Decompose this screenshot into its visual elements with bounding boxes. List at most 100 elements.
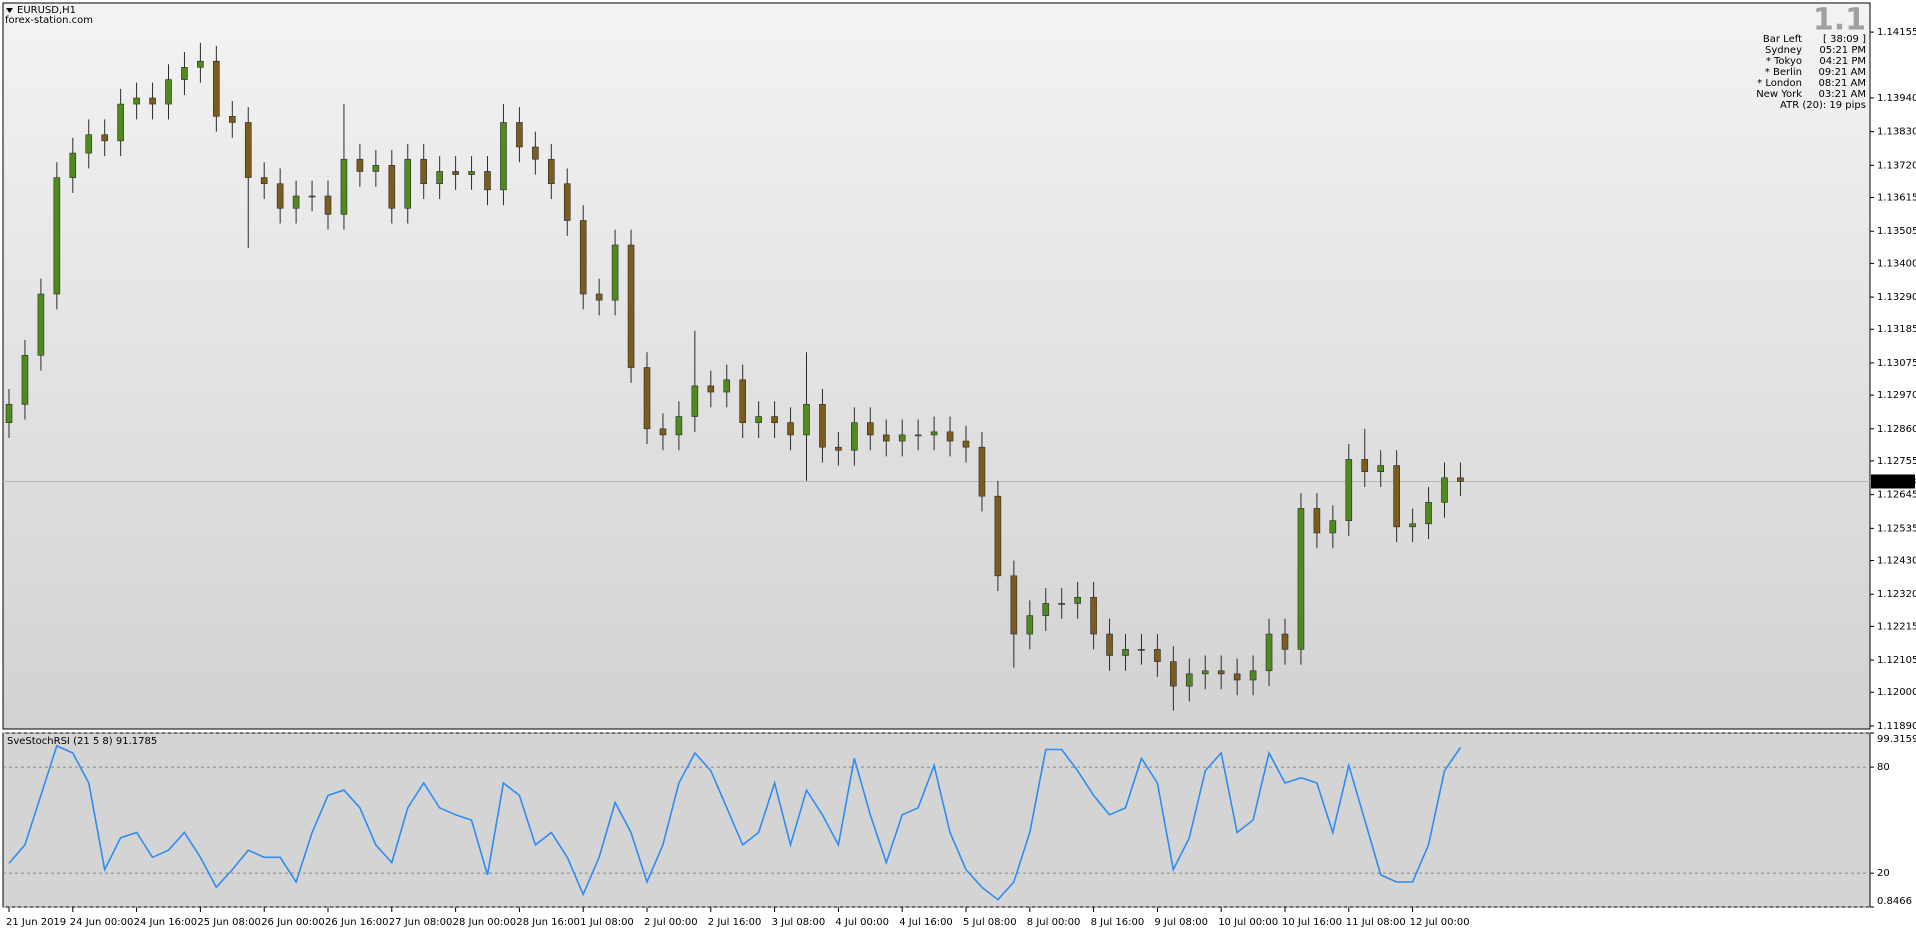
- info-label: Sydney: [1765, 45, 1802, 56]
- indicator-title: SveStochRSI (21 5 8) 91.1785: [7, 736, 157, 747]
- candle-body: [1138, 649, 1145, 651]
- x-tick-label: 3 Jul 08:00: [772, 917, 826, 928]
- candle-body: [436, 171, 443, 185]
- candle-body: [197, 60, 204, 68]
- candle-body: [723, 379, 731, 393]
- candle-body: [85, 134, 93, 154]
- menu-arrow[interactable]: [6, 8, 13, 13]
- candle-body: [532, 146, 539, 160]
- candle-body: [21, 354, 29, 405]
- candle-body: [1074, 596, 1081, 604]
- candle-body: [1361, 459, 1369, 472]
- candle-body: [260, 177, 268, 185]
- candle-body: [946, 431, 954, 442]
- candle-body: [1393, 465, 1400, 528]
- candle-body: [356, 158, 364, 172]
- info-value: 03:21 AM: [1819, 89, 1866, 100]
- y-tick-label: 1.13720: [1877, 160, 1916, 171]
- candle-body: [819, 403, 826, 448]
- candle-body: [1233, 673, 1241, 681]
- x-tick-label: 4 Jul 00:00: [835, 917, 889, 928]
- candle-body: [468, 171, 475, 175]
- candle-body: [611, 244, 619, 301]
- candle-body: [500, 122, 507, 191]
- candle-body: [149, 97, 156, 105]
- candle-body: [1010, 575, 1018, 635]
- candle-body: [1106, 633, 1113, 656]
- x-tick-label: 26 Jun 16:00: [325, 917, 389, 928]
- info-value: 05:21 PM: [1819, 45, 1866, 56]
- x-tick-label: 12 Jul 00:00: [1410, 917, 1470, 928]
- chart-subtitle: forex-station.com: [5, 15, 93, 26]
- candle-body: [420, 158, 428, 185]
- x-tick-label: 28 Jun 00:00: [453, 917, 517, 928]
- y-tick-label: 0.8466: [1877, 896, 1912, 907]
- candle-body: [372, 165, 380, 172]
- candle-body: [771, 416, 778, 423]
- y-tick-label: 20: [1877, 868, 1890, 879]
- x-tick-label: 2 Jul 16:00: [708, 917, 762, 928]
- candle-body: [1122, 649, 1129, 656]
- y-tick-label: 1.13940: [1877, 93, 1916, 104]
- candle-body: [994, 495, 1002, 577]
- candle-body: [213, 60, 220, 117]
- candle-body: [707, 385, 715, 393]
- chart-title: EURUSD,H1: [17, 5, 76, 16]
- info-footer: ATR (20): 19 pips: [1780, 100, 1866, 111]
- x-tick-label: 8 Jul 00:00: [1027, 917, 1081, 928]
- candle-body: [563, 183, 571, 221]
- candle-body: [1329, 520, 1337, 534]
- candle-body: [5, 403, 13, 423]
- candle-body: [1249, 670, 1257, 681]
- candle-body: [516, 122, 523, 148]
- x-tick-label: 4 Jul 16:00: [899, 917, 953, 928]
- indicator-line: [8, 744, 1462, 901]
- info-value: 08:21 AM: [1819, 78, 1866, 89]
- candle-body: [229, 116, 236, 123]
- candle-body: [244, 122, 252, 178]
- candle-body: [1345, 459, 1353, 521]
- x-tick-label: 27 Jun 08:00: [389, 917, 453, 928]
- x-tick-label: 10 Jul 16:00: [1282, 917, 1342, 928]
- candle-body: [101, 134, 108, 142]
- y-tick-label: 1.14155: [1877, 27, 1916, 38]
- candle-body: [1441, 477, 1448, 503]
- candle-body: [914, 434, 922, 437]
- info-label: * London: [1757, 78, 1802, 89]
- candle-body: [691, 385, 699, 417]
- candle-body: [133, 97, 140, 105]
- y-tick-label: 1.12215: [1877, 621, 1916, 632]
- y-tick-label: 1.13505: [1877, 226, 1916, 237]
- candle-body: [1281, 633, 1289, 650]
- candle-body: [675, 416, 683, 436]
- y-tick-label: 1.13185: [1877, 324, 1916, 335]
- candle-body: [1313, 508, 1321, 534]
- candle-body: [388, 165, 396, 209]
- candle-body: [851, 422, 858, 451]
- x-tick-label: 2 Jul 00:00: [644, 917, 698, 928]
- info-label: * Tokyo: [1766, 56, 1802, 67]
- info-value: 04:21 PM: [1819, 56, 1866, 67]
- y-tick-label: 1.13400: [1877, 258, 1916, 269]
- candle-body: [643, 367, 651, 430]
- y-tick-label: 1.12755: [1877, 456, 1916, 467]
- candle-body: [484, 171, 491, 191]
- candle-body: [1042, 603, 1050, 616]
- candle-body: [1409, 523, 1416, 528]
- candle-body: [1217, 670, 1225, 675]
- y-tick-label: 1.13075: [1877, 358, 1916, 369]
- x-tick-label: 24 Jun 00:00: [70, 917, 134, 928]
- candle-body: [181, 67, 188, 80]
- x-tick-label: 5 Jul 08:00: [963, 917, 1017, 928]
- candle-body: [1186, 673, 1193, 687]
- candle-body: [404, 158, 412, 209]
- candle-body: [978, 446, 986, 497]
- y-tick-label: 1.12970: [1877, 390, 1916, 401]
- candle-body: [595, 293, 603, 301]
- candle-body: [882, 434, 890, 442]
- y-tick-label: 1.12000: [1877, 687, 1916, 698]
- candle-body: [1058, 603, 1065, 605]
- x-tick-label: 9 Jul 08:00: [1154, 917, 1208, 928]
- candle-body: [69, 152, 77, 178]
